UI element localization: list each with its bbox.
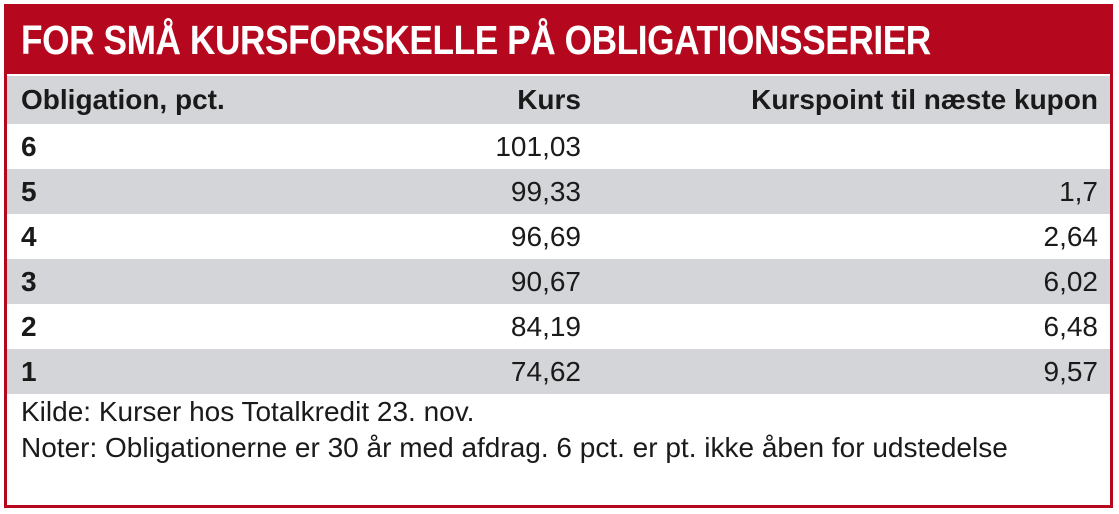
table-frame: FOR SMÅ KURSFORSKELLE PÅ OBLIGATIONSSERI…	[4, 4, 1113, 508]
cell-kurspoint: 6,48	[581, 304, 1110, 349]
table-row: 3 90,67 6,02	[7, 259, 1110, 304]
cell-kurspoint	[581, 124, 1110, 169]
page-title: FOR SMÅ KURSFORSKELLE PÅ OBLIGATIONSSERI…	[21, 17, 931, 63]
cell-obligation: 4	[7, 214, 351, 259]
cell-kurs: 101,03	[351, 124, 581, 169]
table-row: 6 101,03	[7, 124, 1110, 169]
cell-kurs: 96,69	[351, 214, 581, 259]
table-header-row: Obligation, pct. Kurs Kurspoint til næst…	[7, 76, 1110, 124]
column-header-kurspoint: Kurspoint til næste kupon	[581, 76, 1110, 124]
table-row: 5 99,33 1,7	[7, 169, 1110, 214]
cell-kurspoint: 6,02	[581, 259, 1110, 304]
data-table: Obligation, pct. Kurs Kurspoint til næst…	[7, 76, 1110, 394]
title-bar: FOR SMÅ KURSFORSKELLE PÅ OBLIGATIONSSERI…	[7, 7, 1110, 74]
cell-kurspoint: 1,7	[581, 169, 1110, 214]
notes-text: Noter: Obligationerne er 30 år med afdra…	[21, 432, 1008, 463]
table-row: 4 96,69 2,64	[7, 214, 1110, 259]
table-row: 1 74,62 9,57	[7, 349, 1110, 394]
source-note: Kilde: Kurser hos Totalkredit 23. nov.	[21, 396, 475, 427]
footnotes: Kilde: Kurser hos Totalkredit 23. nov. N…	[21, 394, 1098, 466]
column-header-obligation: Obligation, pct.	[7, 76, 351, 124]
cell-obligation: 2	[7, 304, 351, 349]
cell-obligation: 3	[7, 259, 351, 304]
cell-kurs: 84,19	[351, 304, 581, 349]
cell-kurs: 99,33	[351, 169, 581, 214]
cell-obligation: 5	[7, 169, 351, 214]
cell-obligation: 6	[7, 124, 351, 169]
cell-kurspoint: 9,57	[581, 349, 1110, 394]
cell-kurs: 74,62	[351, 349, 581, 394]
cell-kurspoint: 2,64	[581, 214, 1110, 259]
column-header-kurs: Kurs	[351, 76, 581, 124]
cell-obligation: 1	[7, 349, 351, 394]
cell-kurs: 90,67	[351, 259, 581, 304]
table-row: 2 84,19 6,48	[7, 304, 1110, 349]
